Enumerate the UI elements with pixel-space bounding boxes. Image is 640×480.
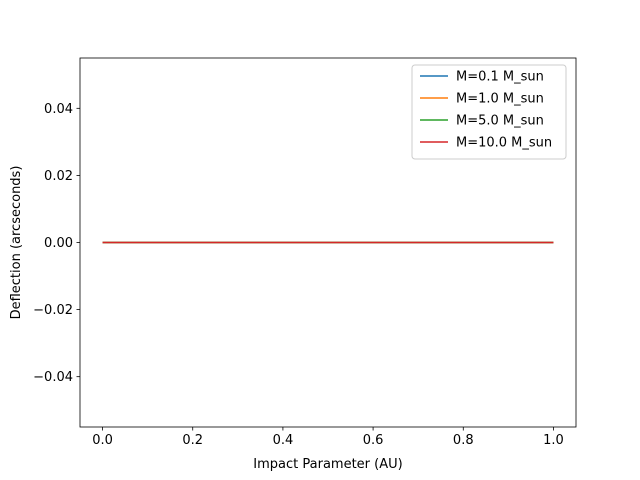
x-tick-label: 0.8	[453, 433, 474, 448]
y-tick-label: 0.04	[44, 102, 73, 117]
legend-label-2: M=1.0 M_sun	[456, 92, 544, 107]
y-tick-label: 0.02	[44, 169, 73, 184]
x-tick-label: 0.6	[363, 433, 384, 448]
y-tick-label: 0.00	[44, 236, 73, 251]
legend-label-1: M=0.1 M_sun	[456, 70, 544, 85]
x-axis-label: Impact Parameter (AU)	[253, 457, 402, 472]
y-tick-label: −0.04	[33, 370, 73, 385]
legend-box	[411, 64, 567, 160]
legend-label-3: M=5.0 M_sun	[456, 114, 544, 129]
legend: M=0.1 M_sun M=1.0 M_sun M=5.0 M_sun M=10.0 …	[411, 64, 567, 160]
x-tick-label: 1.0	[543, 433, 564, 448]
axes-layer: 0.0 0.2 0.4 0.6 0.8 1.0 0.04 0.02 0.00 −0.02 −0.04	[33, 57, 577, 448]
y-tick-label: −0.02	[33, 303, 73, 318]
x-tick-label: 0.4	[273, 433, 294, 448]
y-axis-label: Deflection (arcseconds)	[9, 166, 24, 320]
x-tick-label: 0.2	[182, 433, 203, 448]
x-tick-label: 0.0	[92, 433, 113, 448]
legend-label-4: M=10.0 M_sun	[456, 136, 552, 151]
